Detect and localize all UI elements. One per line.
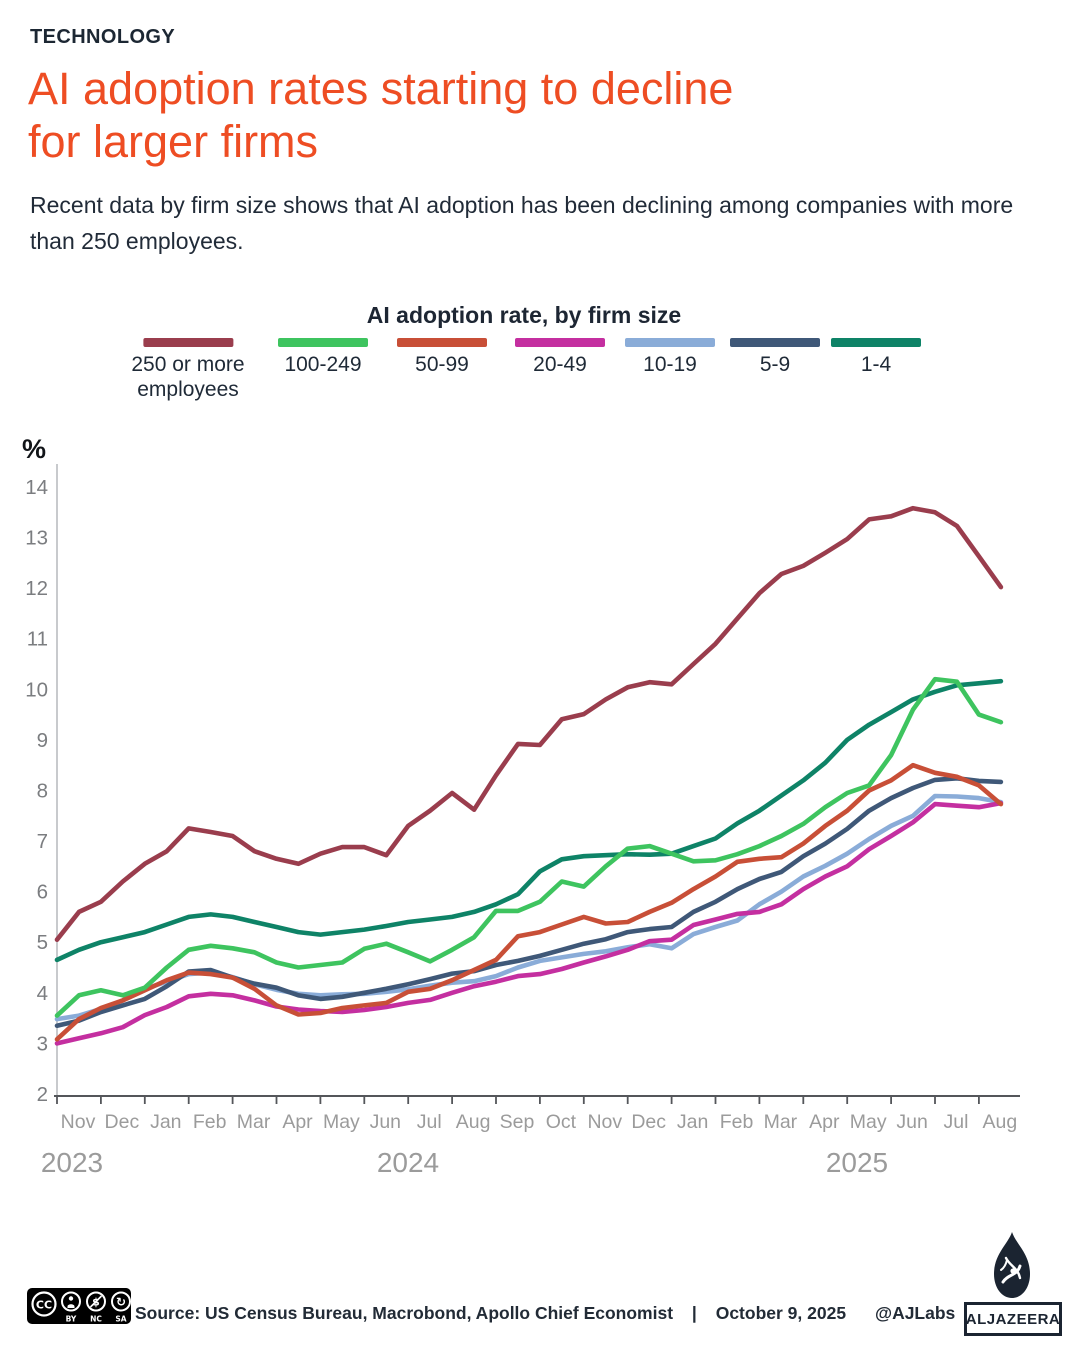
legend-swatch-icon (831, 338, 921, 347)
chart-svg: % 2 3 4 5 6 7 8 9 10 11 12 13 14 Nov Dec Jan Feb Mar Apr May… (22, 434, 1020, 1178)
year-label: 2025 (826, 1147, 888, 1178)
legend-label: 10-19 (643, 353, 697, 376)
chart: % 2 3 4 5 6 7 8 9 10 11 12 13 14 Nov Dec Jan Feb Mar Apr May… (0, 420, 1080, 1200)
svg-text:CC: CC (36, 1299, 52, 1312)
legend-label: 100-249 (284, 353, 362, 376)
x-tick-label: Apr (809, 1111, 840, 1133)
source-label: Source: (135, 1303, 201, 1323)
aljazeera-mark-icon (994, 1232, 1030, 1298)
legend-label: 20-49 (533, 353, 587, 376)
legend-item-4: 20-49 (515, 338, 605, 378)
kicker: TECHNOLOGY (30, 26, 176, 48)
x-tick-label: Feb (720, 1111, 754, 1133)
x-tick-label: Aug (983, 1111, 1018, 1133)
series-line-5-9 (54, 775, 1004, 1029)
y-tick-label: 5 (37, 931, 48, 954)
legend-label: 1-4 (860, 353, 892, 376)
y-tick-label: 10 (25, 678, 48, 701)
y-tick-label: 2 (37, 1083, 48, 1106)
x-tick-label: Jul (944, 1111, 969, 1133)
x-tick-label: Nov (587, 1111, 622, 1133)
y-tick-label: 11 (27, 628, 48, 651)
y-tick-label: 7 (37, 830, 48, 853)
y-tick-label: 3 (37, 1032, 48, 1055)
x-tick-label: Aug (456, 1111, 491, 1133)
legend-swatch-icon (515, 338, 605, 347)
legend-swatch-icon (142, 338, 233, 347)
y-tick-label: 14 (25, 476, 48, 499)
y-tick-label: 13 (25, 527, 48, 550)
y-tick-label: 4 (37, 982, 48, 1005)
y-tick-label: 12 (25, 577, 48, 600)
source-date: October 9, 2025 (715, 1303, 847, 1323)
y-tick-label: 8 (37, 779, 48, 802)
legend-swatch-icon (397, 338, 487, 347)
aljazeera-logo: ALJAZEERA (962, 1230, 1062, 1336)
legend-label: 50-99 (415, 353, 469, 376)
legend-item-7: 1-4 (831, 338, 921, 378)
x-tick-label: Mar (764, 1111, 798, 1133)
x-tick-label: May (323, 1111, 360, 1133)
legend-item-3: 50-99 (397, 338, 487, 378)
series-line-1-4 (54, 678, 1004, 963)
source-line: Source: US Census Bureau, Macrobond, Apo… (135, 1303, 846, 1324)
x-tick-label: Dec (631, 1111, 666, 1133)
x-tick-label: Jul (417, 1111, 442, 1133)
y-tick-label: 6 (37, 881, 48, 904)
chart-legend: 250 or more employees 100-249 50-99 20-49 10… (0, 338, 1080, 418)
svg-text:↻: ↻ (116, 1295, 126, 1309)
cc-icons: CC $ ↻ BY NC SA (27, 1288, 131, 1324)
x-tick-label: Jan (677, 1111, 708, 1133)
aljazeera-wordmark: ALJAZEERA (964, 1302, 1062, 1336)
legend-swatch-icon (278, 338, 368, 347)
y-axis-unit-label: % (22, 434, 46, 464)
svg-text:BY: BY (66, 1315, 77, 1324)
x-tick-label: Mar (237, 1111, 271, 1133)
x-tick-label: Dec (105, 1111, 140, 1133)
title-line-2: for larger firms (28, 116, 319, 168)
year-label: 2023 (41, 1147, 103, 1178)
svg-text:SA: SA (115, 1315, 126, 1324)
series-line-100-249 (54, 676, 1004, 1018)
legend-label: 250 or more employees (131, 353, 245, 401)
svg-text:NC: NC (90, 1315, 102, 1324)
legend-item-2: 100-249 (278, 338, 368, 378)
source-text: US Census Bureau, Macrobond, Apollo Chie… (205, 1303, 674, 1323)
creative-commons-badge: CC $ ↻ BY NC SA (27, 1288, 131, 1331)
legend-label: 5-9 (759, 353, 791, 376)
legend-item-5: 10-19 (625, 338, 715, 378)
x-tick-label: Sep (500, 1111, 535, 1133)
x-tick-label: Jun (896, 1111, 927, 1133)
footer: CC $ ↻ BY NC SA Source: US Census Bureau… (0, 1228, 1080, 1338)
year-label: 2024 (377, 1147, 439, 1178)
series-line-50-99 (54, 762, 1004, 1042)
x-tick-label: Apr (282, 1111, 313, 1133)
chart-legend-title: AI adoption rate, by firm size (366, 302, 682, 328)
y-tick-label: 9 (37, 729, 48, 752)
x-tick-label: Feb (193, 1111, 227, 1133)
x-tick-label: Nov (61, 1111, 96, 1133)
page-title: AI adoption rates starting to decline fo… (28, 62, 988, 168)
x-tick-label: Jan (150, 1111, 181, 1133)
subtitle: Recent data by firm size shows that AI a… (30, 192, 1014, 254)
x-tick-label: Jun (370, 1111, 401, 1133)
series-line-20-49 (54, 800, 1004, 1046)
legend-item-1: 250 or more employees (131, 338, 245, 403)
legend-swatch-icon (625, 338, 715, 347)
ajlabs-credit: @AJLabs (875, 1303, 956, 1323)
legend-swatch-icon (730, 338, 820, 347)
source-divider: | (691, 1303, 697, 1323)
series-line-250-or-more-employees (54, 505, 1004, 943)
title-line-1: AI adoption rates starting to decline (28, 63, 734, 114)
legend-item-6: 5-9 (730, 338, 820, 378)
x-tick-label: May (850, 1111, 887, 1133)
x-tick-label: Oct (546, 1111, 577, 1133)
